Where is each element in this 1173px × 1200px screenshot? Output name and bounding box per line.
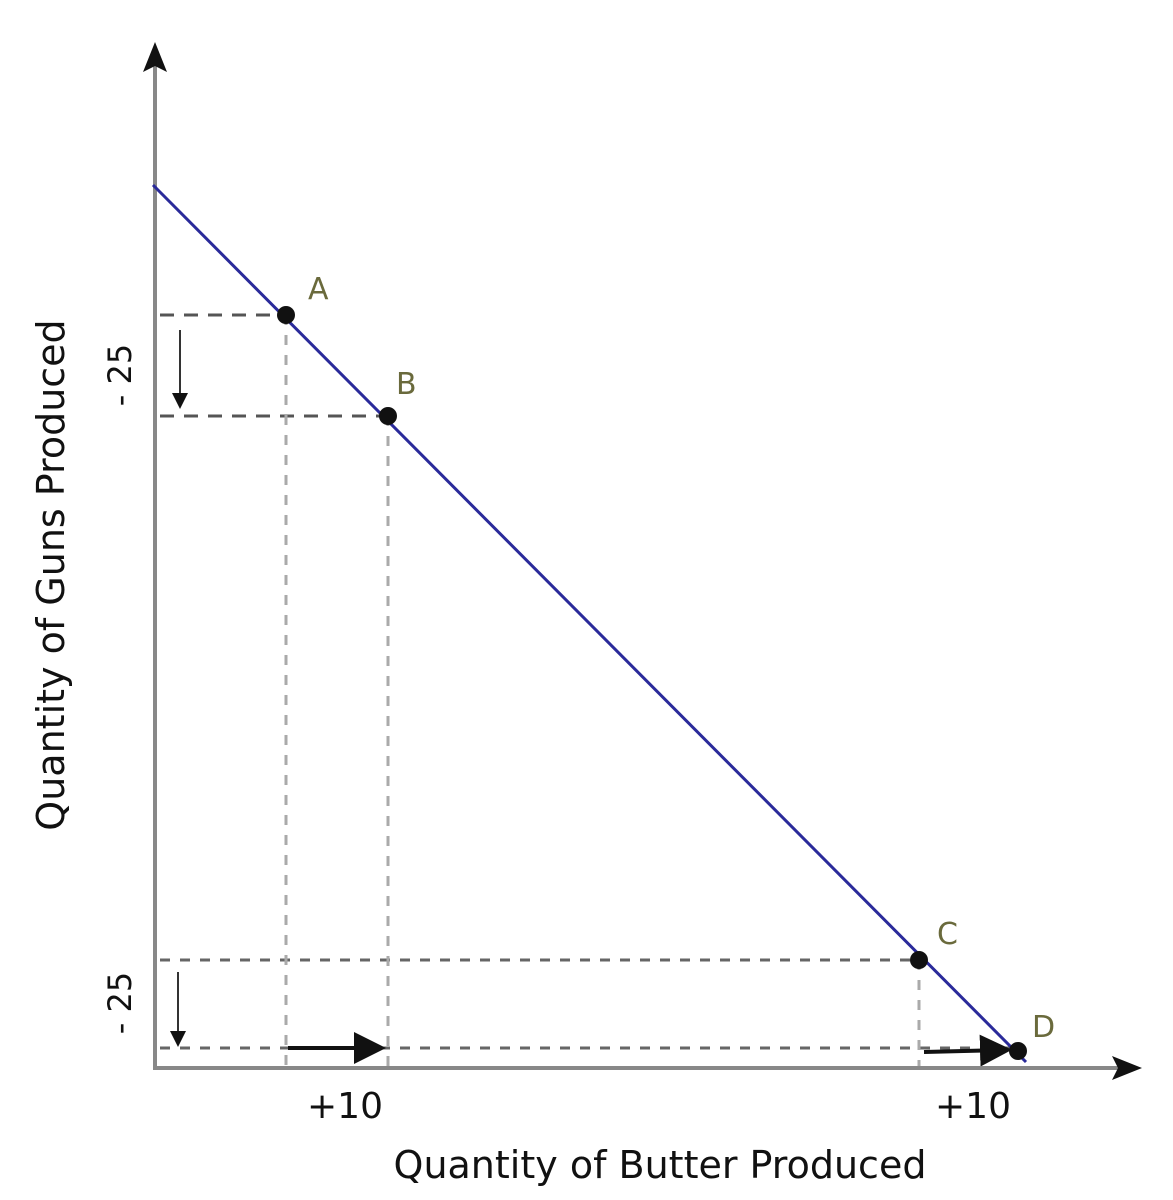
point-label-d: D [1032, 1010, 1055, 1045]
x-change-left-label: +10 [307, 1086, 383, 1127]
arrow-right-right [923, 1034, 1012, 1067]
points: A B C D [277, 272, 1055, 1060]
y-change-bottom-label: - 25 [101, 972, 139, 1034]
change-arrows [170, 330, 1012, 1067]
ppf-line [151, 183, 1028, 1064]
y-axis-arrow-icon [143, 42, 167, 72]
point-label-b: B [396, 367, 417, 402]
guides [160, 313, 1018, 1066]
y-change-top-label: - 25 [101, 344, 139, 406]
x-change-right-label: +10 [935, 1086, 1011, 1127]
point-d [1009, 1042, 1027, 1060]
point-a [277, 306, 295, 324]
y-axis-label: Quantity of Guns Produced [29, 319, 73, 830]
x-axis-arrow-icon [1112, 1056, 1142, 1080]
point-label-c: C [937, 917, 958, 952]
axes [143, 42, 1142, 1080]
point-b [379, 407, 397, 425]
point-c [910, 951, 928, 969]
x-axis-label: Quantity of Butter Produced [394, 1143, 927, 1187]
point-label-a: A [308, 272, 329, 307]
